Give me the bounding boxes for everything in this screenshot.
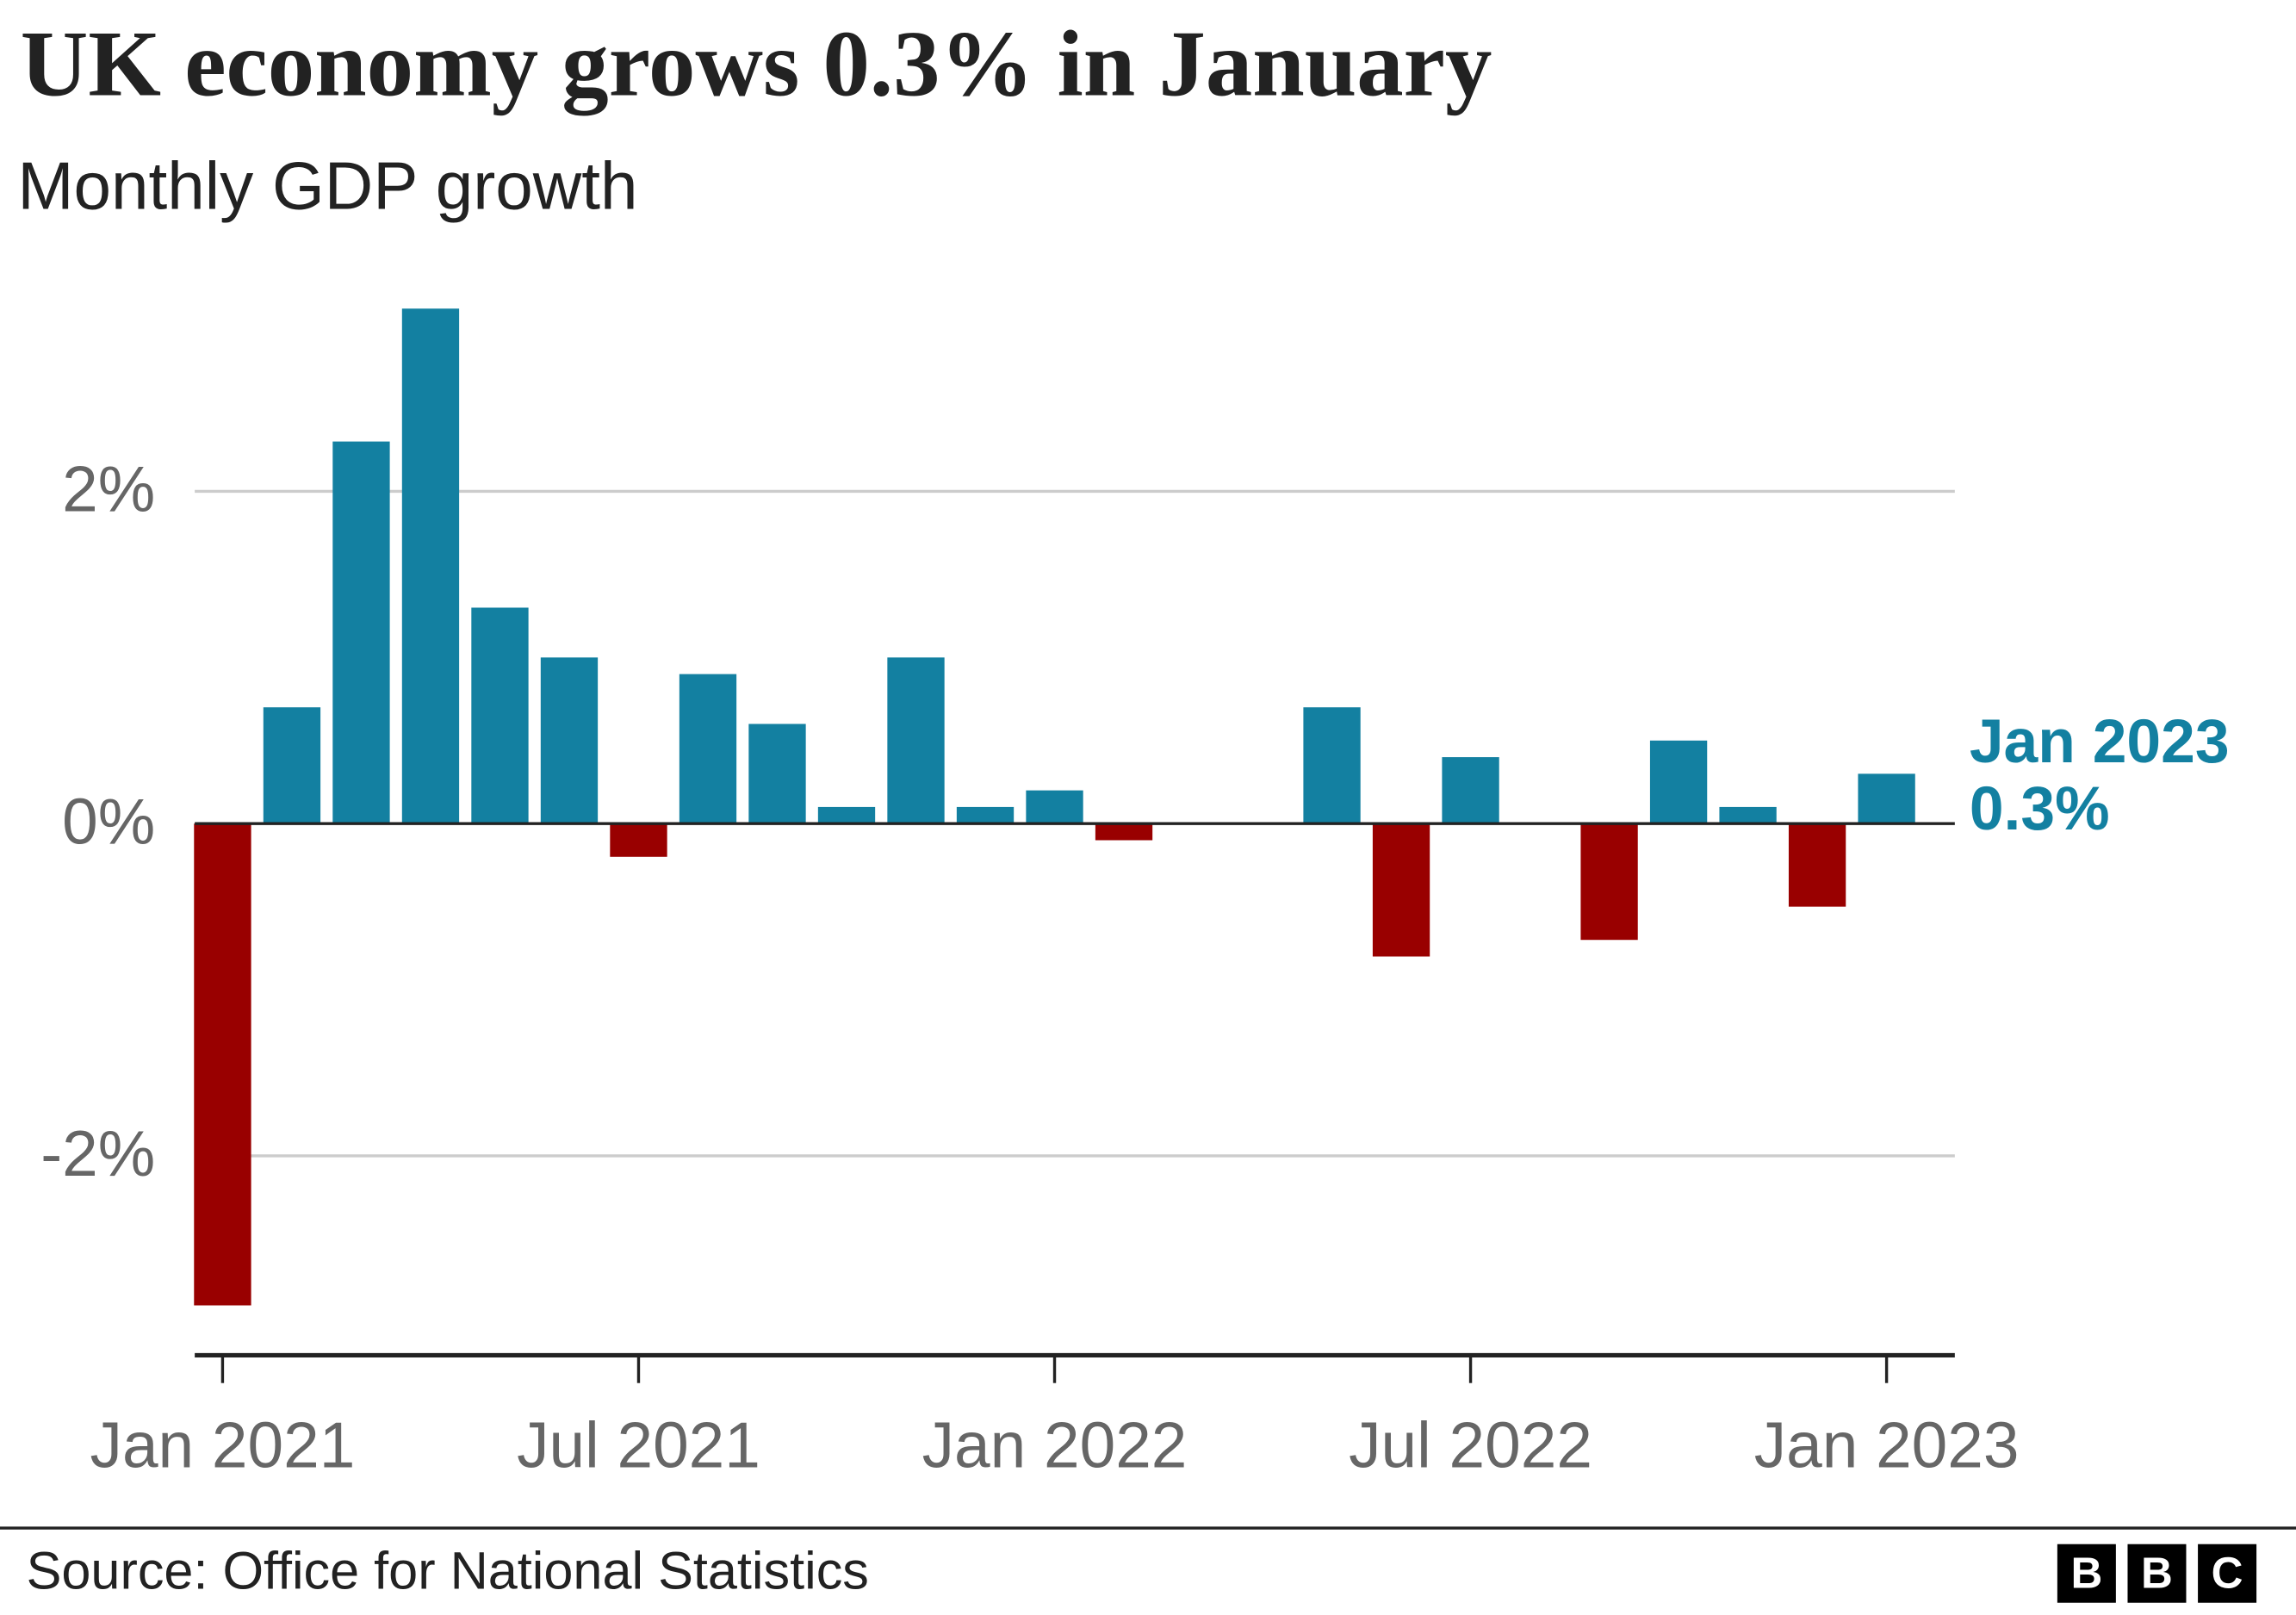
- bar: [194, 823, 251, 1306]
- bar: [748, 724, 806, 824]
- logo-letter: C: [2212, 1549, 2243, 1598]
- chart-title: UK economy grows 0.3% in January: [21, 12, 1492, 116]
- bar: [471, 607, 529, 824]
- bar: [887, 657, 945, 824]
- bar: [1372, 823, 1430, 957]
- logo-letter: B: [2070, 1549, 2102, 1598]
- bar: [1719, 806, 1777, 824]
- bar: [1442, 757, 1499, 824]
- bar: [1649, 740, 1708, 824]
- chart-subtitle: Monthly GDP growth: [17, 147, 637, 223]
- y-tick-label: 0%: [62, 785, 155, 857]
- bar: [679, 674, 737, 824]
- logo-box: [2198, 1544, 2257, 1603]
- bar: [1303, 707, 1361, 824]
- bar: [1788, 823, 1846, 907]
- bar: [956, 806, 1015, 824]
- logo-letter: B: [2141, 1549, 2173, 1598]
- y-tick-label: 2%: [62, 453, 155, 525]
- bar: [1858, 773, 1915, 824]
- bar: [401, 308, 460, 824]
- bar: [332, 441, 390, 824]
- logo-box: [2057, 1544, 2116, 1603]
- bar: [540, 657, 599, 824]
- bar: [1580, 823, 1638, 941]
- bar: [817, 806, 876, 824]
- source: Source: Office for National Statistics: [27, 1542, 869, 1600]
- x-tick-label: Jul 2021: [517, 1409, 760, 1481]
- bar: [1095, 823, 1153, 841]
- y-tick-label: -2%: [40, 1117, 155, 1190]
- x-tick-label: Jan 2023: [1754, 1409, 2020, 1481]
- logo-box: [2127, 1544, 2187, 1603]
- x-tick-label: Jul 2022: [1349, 1409, 1592, 1481]
- x-tick-label: Jan 2021: [90, 1409, 356, 1481]
- bar: [263, 707, 321, 824]
- bar: [610, 823, 667, 857]
- x-tick-label: Jan 2022: [922, 1409, 1188, 1481]
- value-label: 0.3%: [1970, 774, 2110, 843]
- annotation-label: Jan 2023: [1970, 707, 2230, 776]
- bar: [1026, 790, 1083, 824]
